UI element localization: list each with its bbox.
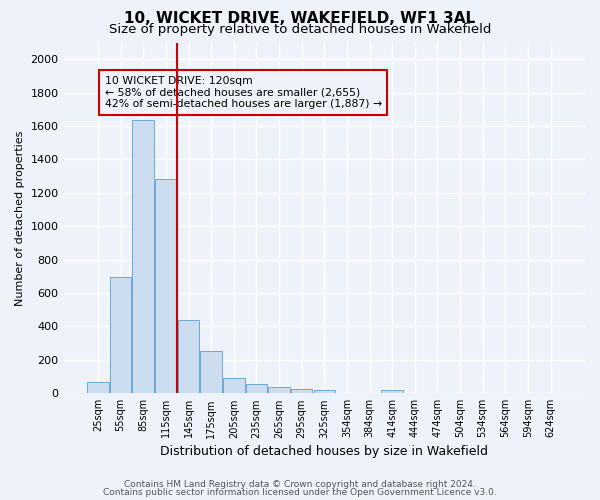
Text: Contains public sector information licensed under the Open Government Licence v3: Contains public sector information licen… [103, 488, 497, 497]
Bar [268, 388, 290, 394]
Bar [155, 180, 176, 394]
Bar [110, 277, 131, 394]
Bar [223, 378, 245, 394]
Text: Size of property relative to detached houses in Wakefield: Size of property relative to detached ho… [109, 22, 491, 36]
Bar [314, 390, 335, 394]
Bar [291, 389, 313, 394]
X-axis label: Distribution of detached houses by size in Wakefield: Distribution of detached houses by size … [160, 444, 488, 458]
Bar [245, 384, 267, 394]
Text: 10, WICKET DRIVE, WAKEFIELD, WF1 3AL: 10, WICKET DRIVE, WAKEFIELD, WF1 3AL [124, 11, 476, 26]
Y-axis label: Number of detached properties: Number of detached properties [15, 130, 25, 306]
Bar [178, 320, 199, 394]
Bar [87, 382, 109, 394]
Bar [382, 390, 403, 394]
Bar [133, 120, 154, 394]
Text: 10 WICKET DRIVE: 120sqm
← 58% of detached houses are smaller (2,655)
42% of semi: 10 WICKET DRIVE: 120sqm ← 58% of detache… [105, 76, 382, 109]
Text: Contains HM Land Registry data © Crown copyright and database right 2024.: Contains HM Land Registry data © Crown c… [124, 480, 476, 489]
Bar [200, 350, 222, 394]
